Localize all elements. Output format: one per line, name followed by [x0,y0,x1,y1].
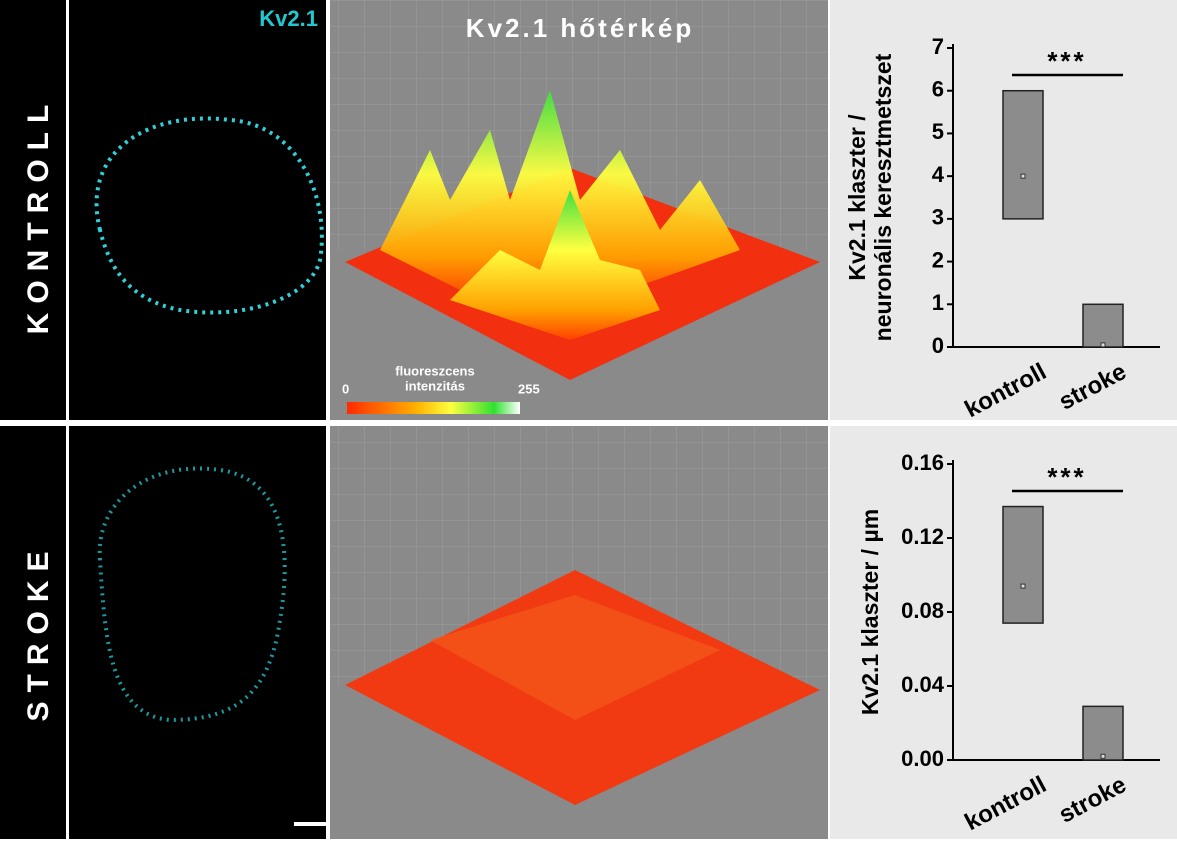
y-tick-label: 6 [932,77,944,102]
box [1083,706,1123,760]
y-tick-label: 5 [932,119,944,144]
y-tick-label: 0.00 [901,746,944,771]
colorbar-max: 255 [518,381,540,396]
mean-marker [1021,174,1025,178]
y-axis-label: Kv2.1 klaszter / µm [857,509,883,715]
colorbar-label: intenzitás [405,378,465,393]
heatmap-title: Kv2.1 hőtérkép [466,13,694,43]
y-tick-label: 0.16 [901,450,944,475]
scale-bar [294,822,326,826]
row-label: KONTROLL [22,96,55,335]
box [1003,91,1043,219]
mean-marker [1021,584,1025,588]
mean-marker [1101,754,1105,758]
box [1003,507,1043,624]
micrograph [69,426,326,839]
colorbar-min: 0 [342,381,349,396]
y-axis-label: neuronális keresztmetszet [870,53,896,341]
y-tick-label: 0.08 [901,598,944,623]
image-label: Kv2.1 [259,6,318,31]
box [1083,304,1123,347]
y-tick-label: 3 [932,205,944,230]
figure: KONTROLL STROKE Kv2.1 Kv2.1 hőtérkép flu… [0,0,1177,839]
y-tick-label: 7 [932,34,944,59]
colorbar-label: fluoreszcens [395,363,474,378]
y-tick-label: 2 [932,247,944,272]
significance: *** [1047,462,1086,492]
y-tick-label: 0.12 [901,524,944,549]
mean-marker [1101,343,1105,347]
y-tick-label: 4 [932,162,945,187]
row-label: STROKE [22,542,55,721]
y-axis-label: Kv2.1 klaszter / [844,114,870,281]
y-tick-label: 0.04 [901,672,945,697]
y-tick-label: 0 [932,333,944,358]
significance: *** [1047,46,1086,76]
colorbar [347,402,520,414]
micrograph [69,0,326,420]
y-tick-label: 1 [932,290,944,315]
